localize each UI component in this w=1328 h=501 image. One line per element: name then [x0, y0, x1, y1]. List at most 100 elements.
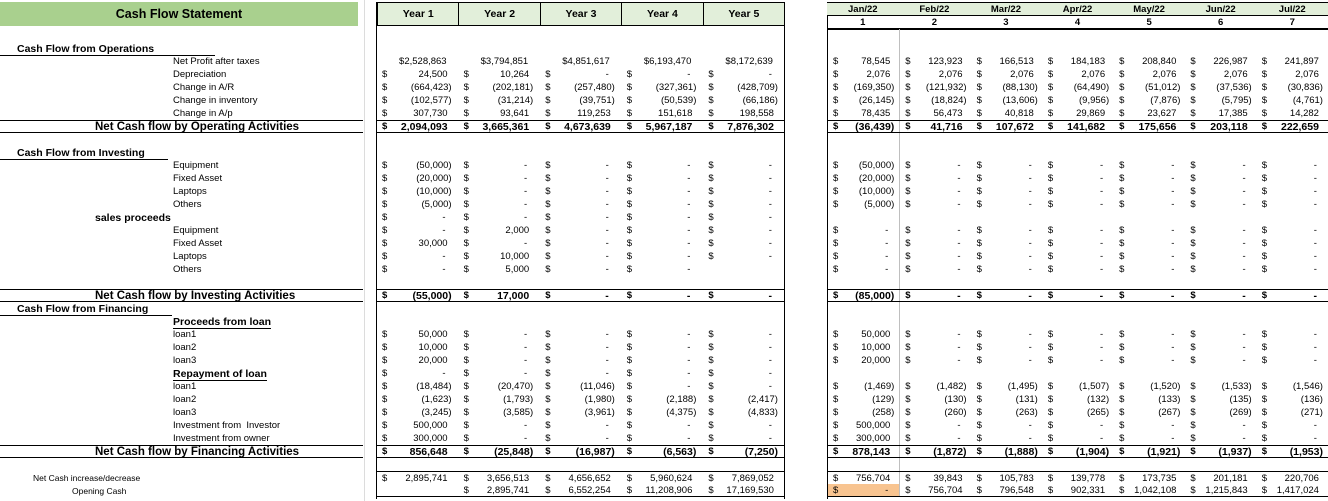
year5-cell-loan1-r23[interactable]: $ -: [703, 328, 785, 341]
year1-cell-laptops-r17[interactable]: $ -: [377, 250, 459, 263]
year2-cell-others-r18[interactable]: $5,000: [459, 263, 541, 276]
row-label-cash-flow-from-operations-r1[interactable]: Cash Flow from Operations: [17, 42, 155, 55]
year4-cell-loan2-r28[interactable]: $ (2,188): [622, 393, 704, 406]
year-header-2[interactable]: Year 2: [459, 2, 541, 26]
year1-cell-blank-r33[interactable]: [377, 458, 459, 471]
month4-cell-change-in-inventory-r5[interactable]: $ (9,956): [1043, 94, 1114, 107]
month4-cell-opening-cash-r35[interactable]: $902,331: [1043, 484, 1114, 496]
month6-cell-proceeds-from-loan-r22[interactable]: [1185, 315, 1256, 328]
year2-cell-blank-r33[interactable]: [459, 458, 541, 471]
year4-cell-net-cash-increase-decrease-r34[interactable]: $5,960,624: [622, 472, 704, 484]
month-header-jan22[interactable]: Jan/22: [848, 3, 878, 15]
month2-cell-change-in-a-r-r4[interactable]: $ (121,932): [900, 81, 971, 94]
month4-cell-loan1-r27[interactable]: $ (1,507): [1043, 380, 1114, 393]
month7-cell-loan2-r24[interactable]: $ -: [1257, 341, 1328, 354]
month2-cell-blank-r19[interactable]: [900, 276, 971, 289]
year5-cell-net-profit-after-taxes-r2[interactable]: $8,172,639: [703, 55, 785, 68]
month3-cell-opening-cash-r35[interactable]: $796,548: [972, 484, 1043, 496]
month2-cell-cash-flow-from-financing-r21[interactable]: [900, 302, 971, 315]
month3-cell-blank-r33[interactable]: [972, 458, 1043, 471]
row-label-loan2-r28[interactable]: loan2: [173, 394, 197, 405]
month7-cell-blank-r33[interactable]: [1257, 458, 1328, 471]
month3-cell-net-cash-flow-by-financing-activities-r32[interactable]: $ (1,888): [972, 446, 1043, 458]
month7-cell-equipment-r10[interactable]: $ -: [1257, 159, 1328, 172]
year3-cell-blank-r33[interactable]: [540, 458, 622, 471]
month6-cell-investment-from-owner-r31[interactable]: $ -: [1185, 432, 1256, 445]
month6-cell-others-r18[interactable]: $ -: [1185, 263, 1256, 276]
year4-cell-opening-cash-r35[interactable]: $11,208,906: [622, 484, 704, 496]
year3-cell-investment-from-owner-r31[interactable]: $ -: [540, 432, 622, 445]
year1-cell-others-r18[interactable]: $ -: [377, 263, 459, 276]
year5-cell-investment-from-investor-r30[interactable]: $ -: [703, 419, 785, 432]
month4-cell-loan3-r29[interactable]: $ (265): [1043, 406, 1114, 419]
year5-cell-blank-r19[interactable]: [703, 276, 785, 289]
year3-cell-opening-cash-r35[interactable]: $6,552,254: [540, 484, 622, 496]
year5-cell-net-cash-flow-by-operating-activities-r7[interactable]: $7,876,302: [703, 121, 785, 133]
month7-cell-change-in-inventory-r5[interactable]: $ (4,761): [1257, 94, 1328, 107]
year5-cell-cash-flow-from-operations-r1[interactable]: [703, 42, 785, 55]
year2-cell-loan3-r29[interactable]: $ (3,585): [459, 406, 541, 419]
month7-cell-net-profit-after-taxes-r2[interactable]: $241,897: [1257, 55, 1328, 68]
month4-cell-investment-from-investor-r30[interactable]: $ -: [1043, 419, 1114, 432]
row-label-net-cash-increase-decrease-r34[interactable]: Net Cash increase/decrease: [33, 472, 141, 483]
year1-cell-cash-flow-from-investing-r9[interactable]: [377, 146, 459, 159]
month6-cell-blank-r19[interactable]: [1185, 276, 1256, 289]
year3-cell-loan1-r23[interactable]: $ -: [540, 328, 622, 341]
row-label-equipment-r10[interactable]: Equipment: [173, 160, 219, 171]
year2-cell-laptops-r12[interactable]: $ -: [459, 185, 541, 198]
year1-cell-loan2-r24[interactable]: $10,000: [377, 341, 459, 354]
month4-cell-others-r13[interactable]: $ -: [1043, 198, 1114, 211]
month6-cell-opening-cash-r35[interactable]: $1,215,843: [1185, 484, 1256, 496]
year1-cell-loan1-r27[interactable]: $ (18,484): [377, 380, 459, 393]
month4-cell-fixed-asset-r11[interactable]: $ -: [1043, 172, 1114, 185]
month3-cell-loan2-r28[interactable]: $ (131): [972, 393, 1043, 406]
year3-cell-repayment-of-loan-r26[interactable]: $ -: [540, 367, 622, 380]
month4-cell-loan2-r24[interactable]: $ -: [1043, 341, 1114, 354]
year1-cell-change-in-inventory-r5[interactable]: $ (102,577): [377, 94, 459, 107]
row-label-sales-proceeds-r14[interactable]: sales proceeds: [95, 211, 171, 224]
month1-cell-others-r18[interactable]: $ -: [828, 263, 901, 276]
year4-cell-loan1-r23[interactable]: $ -: [622, 328, 704, 341]
month1-cell-cash-flow-from-financing-r21[interactable]: [828, 302, 901, 315]
year2-cell-repayment-of-loan-r26[interactable]: $ -: [459, 367, 541, 380]
month7-cell-proceeds-from-loan-r22[interactable]: [1257, 315, 1328, 328]
month7-cell-fixed-asset-r16[interactable]: $ -: [1257, 237, 1328, 250]
month4-cell-net-cash-flow-by-operating-activities-r7[interactable]: $141,682: [1043, 121, 1114, 133]
year5-cell-investment-from-owner-r31[interactable]: $ -: [703, 432, 785, 445]
month7-cell-others-r18[interactable]: $ -: [1257, 263, 1328, 276]
year4-cell-laptops-r12[interactable]: $ -: [622, 185, 704, 198]
year-header-4[interactable]: Year 4: [622, 2, 704, 26]
year5-cell-repayment-of-loan-r26[interactable]: $ -: [703, 367, 785, 380]
month2-cell-equipment-r10[interactable]: $ -: [900, 159, 971, 172]
month6-cell-loan2-r28[interactable]: $ (135): [1185, 393, 1256, 406]
year3-cell-change-in-a-r-r4[interactable]: $ (257,480): [540, 81, 622, 94]
year5-cell-fixed-asset-r11[interactable]: $ -: [703, 172, 785, 185]
month7-cell-repayment-of-loan-r26[interactable]: [1257, 367, 1328, 380]
year1-cell-equipment-r15[interactable]: $ -: [377, 224, 459, 237]
year5-cell-equipment-r10[interactable]: $ -: [703, 159, 785, 172]
month5-cell-proceeds-from-loan-r22[interactable]: [1114, 315, 1185, 328]
month5-cell-cash-flow-from-operations-r1[interactable]: [1114, 42, 1185, 55]
month6-cell-blank-r0[interactable]: [1185, 29, 1256, 42]
month6-cell-depreciation-r3[interactable]: $2,076: [1185, 68, 1256, 81]
year2-cell-net-cash-flow-by-financing-activities-r32[interactable]: $ (25,848): [459, 446, 541, 458]
year5-cell-others-r18[interactable]: [703, 263, 785, 276]
month6-cell-change-in-inventory-r5[interactable]: $ (5,795): [1185, 94, 1256, 107]
month5-cell-loan3-r29[interactable]: $ (267): [1114, 406, 1185, 419]
month1-cell-loan1-r23[interactable]: $50,000: [828, 328, 901, 341]
month1-cell-net-cash-flow-by-investing-activities-r20[interactable]: $ (85,000): [828, 290, 901, 302]
year4-cell-change-in-inventory-r5[interactable]: $ (50,539): [622, 94, 704, 107]
month7-cell-equipment-r15[interactable]: $ -: [1257, 224, 1328, 237]
month4-cell-cash-flow-from-investing-r9[interactable]: [1043, 146, 1114, 159]
month2-cell-loan3-r25[interactable]: $ -: [900, 354, 971, 367]
month5-cell-loan1-r23[interactable]: $ -: [1114, 328, 1185, 341]
year1-cell-sales-proceeds-r14[interactable]: $ -: [377, 211, 459, 224]
month1-cell-change-in-a-r-r4[interactable]: $ (169,350): [828, 81, 901, 94]
month5-cell-net-cash-increase-decrease-r34[interactable]: $173,735: [1114, 472, 1185, 484]
row-label-net-cash-flow-by-investing-activities-r20[interactable]: Net Cash flow by Investing Activities: [95, 289, 296, 302]
year1-cell-loan1-r23[interactable]: $50,000: [377, 328, 459, 341]
row-label-net-profit-after-taxes-r2[interactable]: Net Profit after taxes: [173, 56, 260, 67]
year2-cell-proceeds-from-loan-r22[interactable]: [459, 315, 541, 328]
row-label-fixed-asset-r16[interactable]: Fixed Asset: [173, 238, 223, 249]
month2-cell-loan3-r29[interactable]: $ (260): [900, 406, 971, 419]
